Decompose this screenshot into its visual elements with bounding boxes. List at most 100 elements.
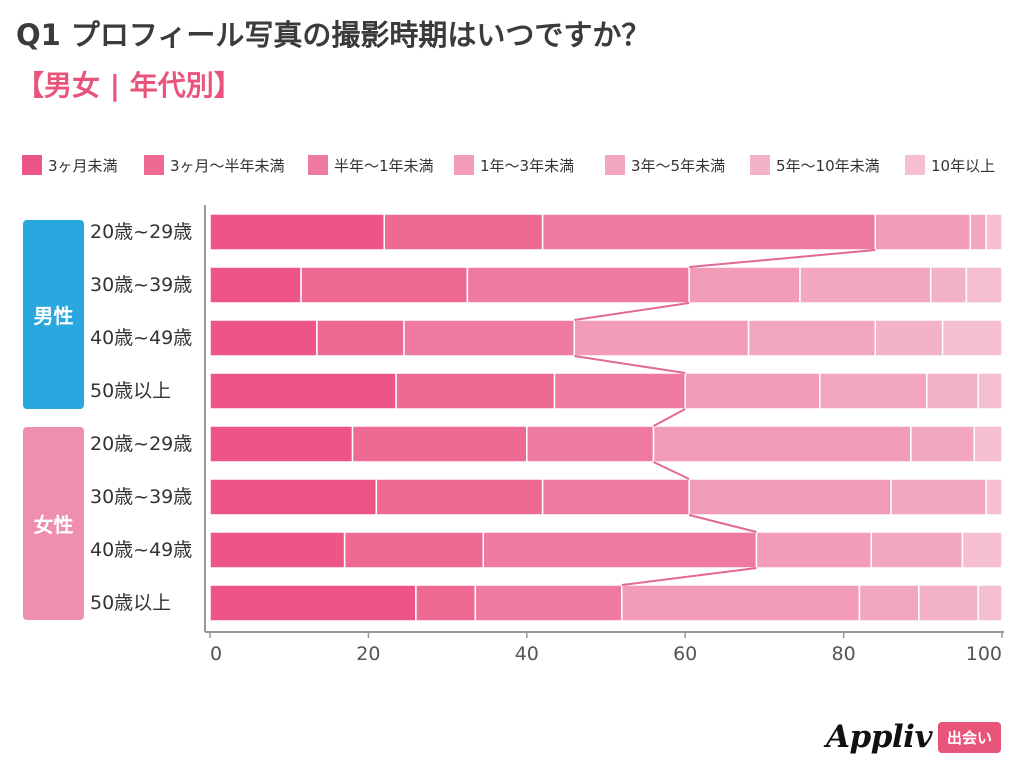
x-tick-label: 20: [356, 643, 380, 665]
bar-segment: [553, 372, 686, 410]
bar-segment: [395, 372, 556, 410]
bar-segment: [985, 478, 1003, 516]
bar-segment: [300, 266, 469, 304]
legend-label: 半年〜1年未満: [334, 156, 434, 175]
legend-item: 半年〜1年未満: [308, 154, 434, 176]
row-label: 40歳~49歳: [90, 327, 193, 349]
bar-segment: [799, 266, 932, 304]
bar-segment: [977, 584, 1003, 622]
bar-segment: [541, 478, 690, 516]
bar-segment: [209, 372, 397, 410]
connector-line: [574, 302, 690, 321]
bar-segment: [209, 319, 318, 357]
bar-segment: [929, 266, 968, 304]
group-label: 男性: [23, 220, 84, 409]
bar-segment: [684, 372, 821, 410]
x-tick-label: 100: [966, 643, 1002, 665]
bar-segment: [985, 213, 1003, 251]
bar-segment: [874, 213, 972, 251]
legend-item: 1年〜3年未満: [454, 154, 574, 176]
legend-label: 3ヶ月〜半年未満: [170, 156, 285, 175]
legend-label: 10年以上: [931, 156, 996, 175]
legend-item: 10年以上: [905, 154, 995, 176]
bar-segment: [209, 584, 417, 622]
legend-item: 3ヶ月未満: [22, 154, 118, 176]
legend-label: 3年〜5年未満: [631, 156, 726, 175]
connector-line: [574, 355, 686, 374]
bar-segment: [965, 266, 1003, 304]
bar-segment: [688, 266, 801, 304]
bar-segment: [910, 425, 976, 463]
bar-segment: [819, 372, 928, 410]
row-label: 20歳~29歳: [90, 221, 193, 243]
legend: 3ヶ月未満 3ヶ月〜半年未満 半年〜1年未満 1年〜3年未満 3年〜5年未満 5年〜10年…: [22, 154, 1012, 176]
bar-segment: [466, 266, 690, 304]
bar-segment: [383, 213, 544, 251]
bar-segment: [375, 478, 544, 516]
bar-segment: [209, 425, 354, 463]
connector-line: [621, 567, 757, 586]
legend-item: 3ヶ月〜半年未満: [144, 154, 285, 176]
row-label: 50歳以上: [90, 380, 172, 402]
legend-swatch: [750, 155, 770, 175]
bar-segment: [209, 478, 378, 516]
chart-title: Q1 プロフィール写真の撮影時期はいつですか？: [16, 18, 651, 52]
bar-segment: [918, 584, 979, 622]
x-tick-label: 40: [515, 643, 539, 665]
bar-segment: [969, 213, 987, 251]
connector-line: [653, 408, 686, 427]
group-label: 女性: [23, 427, 84, 620]
bar-segment: [941, 319, 1003, 357]
legend-swatch: [308, 155, 328, 175]
bar-segment: [541, 213, 877, 251]
bar-segment: [573, 319, 750, 357]
legend-swatch: [22, 155, 42, 175]
bar-segment: [652, 425, 912, 463]
bar-segment: [209, 213, 385, 251]
connector-line: [653, 461, 690, 480]
bar-segment: [415, 584, 477, 622]
bar-segment: [621, 584, 861, 622]
bar-segment: [870, 531, 964, 569]
legend-item: 3年〜5年未満: [605, 154, 725, 176]
row-label: 30歳~39歳: [90, 274, 193, 296]
bar-segment: [858, 584, 920, 622]
row-label: 50歳以上: [90, 592, 172, 614]
bar-segment: [351, 425, 528, 463]
legend-label: 3ヶ月未満: [48, 156, 118, 175]
bar-segment: [482, 531, 758, 569]
x-tick-label: 0: [210, 643, 222, 665]
bar-segment: [688, 478, 892, 516]
bar-segment: [973, 425, 1003, 463]
bar-segment: [209, 531, 346, 569]
bar-segment: [890, 478, 987, 516]
bar-segment: [926, 372, 979, 410]
legend-swatch: [905, 155, 925, 175]
legend-swatch: [144, 155, 164, 175]
bar-segment: [961, 531, 1003, 569]
brand-badge: 出会い: [937, 721, 1001, 753]
bar-segment: [343, 531, 484, 569]
brand: Appliv 出会い: [826, 719, 1001, 755]
bar-segment: [755, 531, 873, 569]
legend-swatch: [605, 155, 625, 175]
row-label: 30歳~39歳: [90, 486, 193, 508]
connector-line: [688, 514, 757, 533]
x-tick-label: 80: [832, 643, 856, 665]
bar-segment: [874, 319, 944, 357]
bar-segment: [474, 584, 623, 622]
legend-swatch: [454, 155, 474, 175]
legend-item: 5年〜10年未満: [750, 154, 880, 176]
chart-subtitle: 【男女 | 年代別】: [16, 69, 242, 102]
row-label: 20歳~29歳: [90, 433, 193, 455]
legend-label: 1年〜3年未満: [480, 156, 575, 175]
x-tick-label: 60: [673, 643, 697, 665]
bar-segment: [747, 319, 877, 357]
bar-segment: [316, 319, 405, 357]
bar-segment: [403, 319, 576, 357]
appliv-logo: Appliv: [826, 719, 932, 755]
bar-segment: [977, 372, 1003, 410]
bar-segment: [209, 266, 302, 304]
row-label: 40歳~49歳: [90, 539, 193, 561]
